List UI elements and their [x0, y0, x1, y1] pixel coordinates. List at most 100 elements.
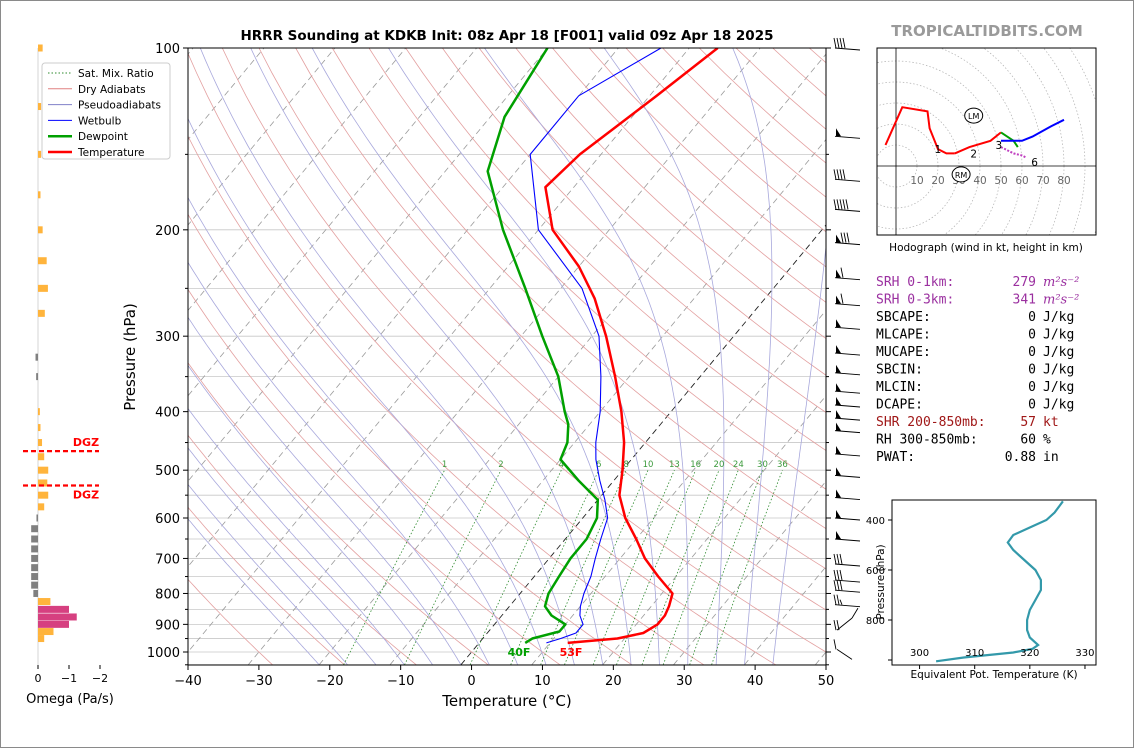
barb-feather: [842, 199, 846, 210]
moist-adiabat: [388, 48, 660, 665]
barb-feather: [836, 620, 840, 631]
x-tick-label: −40: [174, 674, 201, 689]
omega-bar: [31, 535, 38, 543]
barb-feather: [836, 169, 840, 180]
hodograph-traces: 1 2 3 6 LM RM: [884, 106, 1065, 183]
skew-t-frame: [187, 47, 827, 666]
mixing-ratio-label: 4: [559, 460, 564, 470]
x-tick-label: 40: [747, 674, 764, 689]
index-value: 279: [1013, 275, 1036, 290]
index-label: PWAT:: [876, 450, 915, 465]
dry-adiabat: [188, 506, 345, 665]
barb-feather: [833, 199, 837, 210]
mixing-ratio-line: [540, 470, 627, 665]
index-unit: J/kg: [1043, 363, 1074, 378]
isotherm-line: [673, 480, 826, 665]
legend-label: Wetbulb: [78, 115, 122, 127]
barb-extension: [851, 607, 859, 619]
omega-bar: [38, 479, 48, 487]
y-tick-label: 600: [155, 512, 180, 527]
theta-e-frame: [891, 499, 1097, 666]
hodograph-ring-label: 60: [1015, 175, 1028, 187]
omega-panel: DGZ DGZ 0 −1 −2 Omega (Pa/s): [23, 44, 114, 707]
legend-label: Dry Adiabats: [78, 84, 146, 96]
surface-dewpoint-label: 40F: [508, 646, 531, 659]
index-value: 0: [1028, 398, 1036, 413]
skew-t-ylabel: Pressure (hPa): [121, 303, 139, 411]
mixing-ratio-line: [404, 470, 502, 665]
barb-flag: [836, 410, 841, 419]
skew-t-background: 1 2 4 6 8 10 13 16 20 24 30 36: [188, 48, 826, 665]
omega-bar: [38, 309, 45, 317]
barb-flag: [836, 445, 841, 454]
wind-barb: [833, 553, 861, 567]
y-tick-label: 1000: [147, 646, 180, 661]
omega-bar: [36, 373, 38, 381]
mixing-ratio-line: [689, 470, 763, 665]
omega-bar: [31, 581, 38, 589]
barb-staff: [836, 617, 853, 631]
barb-staff: [834, 453, 861, 457]
barb-feather: [833, 569, 837, 581]
barb-staff: [834, 135, 861, 139]
omega-bar: [38, 503, 45, 511]
moist-adiabat: [732, 48, 773, 665]
hodograph-ring-label: 10: [910, 175, 923, 187]
index-value: 0.88: [1005, 450, 1036, 465]
dry-adiabat: [188, 434, 417, 665]
x-tick-label: 0: [467, 674, 475, 689]
hodograph-height-label: 1: [935, 144, 942, 156]
moist-adiabat: [311, 48, 632, 665]
barb-feather: [833, 37, 837, 49]
omega-bar: [38, 284, 48, 292]
barb-feather: [843, 232, 847, 243]
hodograph-ring-label: 50: [994, 175, 1007, 187]
omega-bar: [38, 424, 41, 432]
barb-staff: [834, 352, 861, 356]
y-tick-label: 300: [155, 330, 180, 345]
wind-barb: [833, 37, 861, 51]
hodograph-background: 1020304050607080: [877, 48, 1096, 235]
barb-staff: [834, 497, 861, 501]
moist-adiabat: [188, 196, 518, 665]
barb-feather: [836, 553, 840, 565]
barb-feather: [839, 599, 843, 605]
hodograph-height-label: 6: [1031, 157, 1038, 169]
barb-staff: [834, 604, 861, 608]
wind-barb: [834, 445, 861, 457]
index-label: SRH 0-1km:: [876, 275, 954, 290]
moist-adiabat: [199, 48, 575, 665]
moist-adiabat: [188, 261, 490, 665]
omega-bar: [38, 491, 49, 499]
omega-bar: [38, 103, 42, 111]
omega-bar: [38, 613, 77, 621]
barb-flag: [836, 234, 841, 243]
moist-adiabat: [188, 117, 547, 665]
index-value: 0: [1028, 310, 1036, 325]
barb-feather: [845, 199, 849, 210]
profile-wetbulb: [529, 48, 662, 644]
barb-staff: [834, 579, 861, 583]
barb-flag: [836, 319, 841, 328]
omega-bar: [31, 525, 38, 533]
barb-staff: [834, 563, 861, 567]
hodograph-ring-label: 70: [1036, 175, 1049, 187]
index-label: MLCAPE:: [876, 328, 931, 343]
omega-bar: [38, 635, 45, 643]
dry-adiabat: [188, 288, 561, 665]
y-tick-label: 700: [155, 552, 180, 567]
dry-adiabat: [442, 48, 826, 413]
theta-e-ylabel: Pressure (hPa): [875, 544, 887, 619]
moist-adiabat: [188, 447, 377, 665]
theta-e-y-tick-label: 800: [866, 616, 885, 627]
barb-staff: [834, 326, 861, 330]
barb-feather: [836, 199, 840, 210]
skew-t-profiles: 40F 53F: [486, 48, 719, 659]
omega-bar: [38, 257, 47, 265]
theta-e-x-tick-label: 310: [965, 648, 984, 659]
hodograph-ring-label: 40: [973, 175, 986, 187]
mixing-ratio-line: [343, 470, 445, 665]
barb-flag: [836, 128, 841, 137]
omega-bar: [38, 439, 43, 447]
